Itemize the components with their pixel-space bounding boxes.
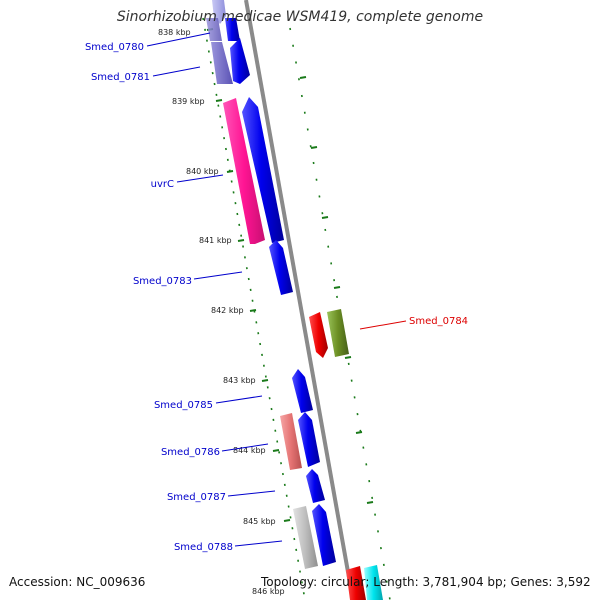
- chromosome-backbone: [244, 0, 355, 600]
- gene-smed-0781-arrow[interactable]: [211, 38, 250, 84]
- gene-uvrC-arrow[interactable]: [223, 98, 265, 244]
- ruler-label-839: 839 kbp: [172, 97, 205, 106]
- gene-smed-0789-cyan-arrow[interactable]: [364, 565, 383, 600]
- gene-smed-0783-arrow[interactable]: [269, 240, 293, 295]
- gene-smed-0780-arrow[interactable]: [206, 18, 240, 41]
- gene-smed-0782-arrow[interactable]: [242, 97, 284, 243]
- gene-label-smed-0786[interactable]: Smed_0786: [161, 447, 220, 458]
- gene-label-smed-0787[interactable]: Smed_0787: [167, 492, 226, 503]
- gene-smed-0786-partner-arrow[interactable]: [298, 412, 320, 467]
- ruler-label-844: 844 kbp: [233, 446, 266, 455]
- ruler-labels: 838 kbp 839 kbp 840 kbp 841 kbp 842 kbp …: [158, 28, 285, 596]
- ruler-label-840: 840 kbp: [186, 167, 219, 176]
- leader-lines: [146, 32, 407, 547]
- gene-smed-0788-arrow[interactable]: [293, 506, 318, 569]
- map-title: Sinorhizobium medicae WSM419, complete g…: [116, 9, 484, 25]
- gene-smed-0786-arrow[interactable]: [280, 413, 302, 470]
- gene-label-smed-0783[interactable]: Smed_0783: [133, 276, 192, 287]
- gene-labels: Smed_0780 Smed_0781 uvrC Smed_0783 Smed_…: [85, 42, 468, 553]
- ruler-label-841: 841 kbp: [199, 236, 232, 245]
- gene-smed-0788-partner-arrow[interactable]: [312, 504, 336, 566]
- gene-label-smed-0785[interactable]: Smed_0785: [154, 400, 213, 411]
- accession-label: Accession: NC_009636: [9, 575, 146, 589]
- gene-smed-0784-arrow[interactable]: [309, 312, 328, 358]
- ruler-ticks: [206, 28, 374, 522]
- gene-smed-0787-arrow[interactable]: [306, 469, 325, 503]
- ruler-label-846: 846 kbp: [252, 587, 285, 596]
- ruler-label-843: 843 kbp: [223, 376, 256, 385]
- ruler-label-838: 838 kbp: [158, 28, 191, 37]
- ruler-label-845: 845 kbp: [243, 517, 276, 526]
- topology-label: Topology: circular; Length: 3,781,904 bp…: [261, 575, 591, 589]
- gene-smed-0784-partner-arrow[interactable]: [327, 309, 349, 357]
- gene-label-smed-0781[interactable]: Smed_0781: [91, 72, 150, 83]
- gene-label-smed-0780[interactable]: Smed_0780: [85, 42, 144, 53]
- gene-smed-0785-arrow[interactable]: [292, 369, 313, 413]
- gene-label-uvrC[interactable]: uvrC: [151, 179, 174, 190]
- ruler-label-842: 842 kbp: [211, 306, 244, 315]
- gene-smed-0789-red-arrow[interactable]: [346, 566, 366, 600]
- gene-label-smed-0784[interactable]: Smed_0784: [409, 316, 468, 327]
- gene-label-smed-0788[interactable]: Smed_0788: [174, 542, 233, 553]
